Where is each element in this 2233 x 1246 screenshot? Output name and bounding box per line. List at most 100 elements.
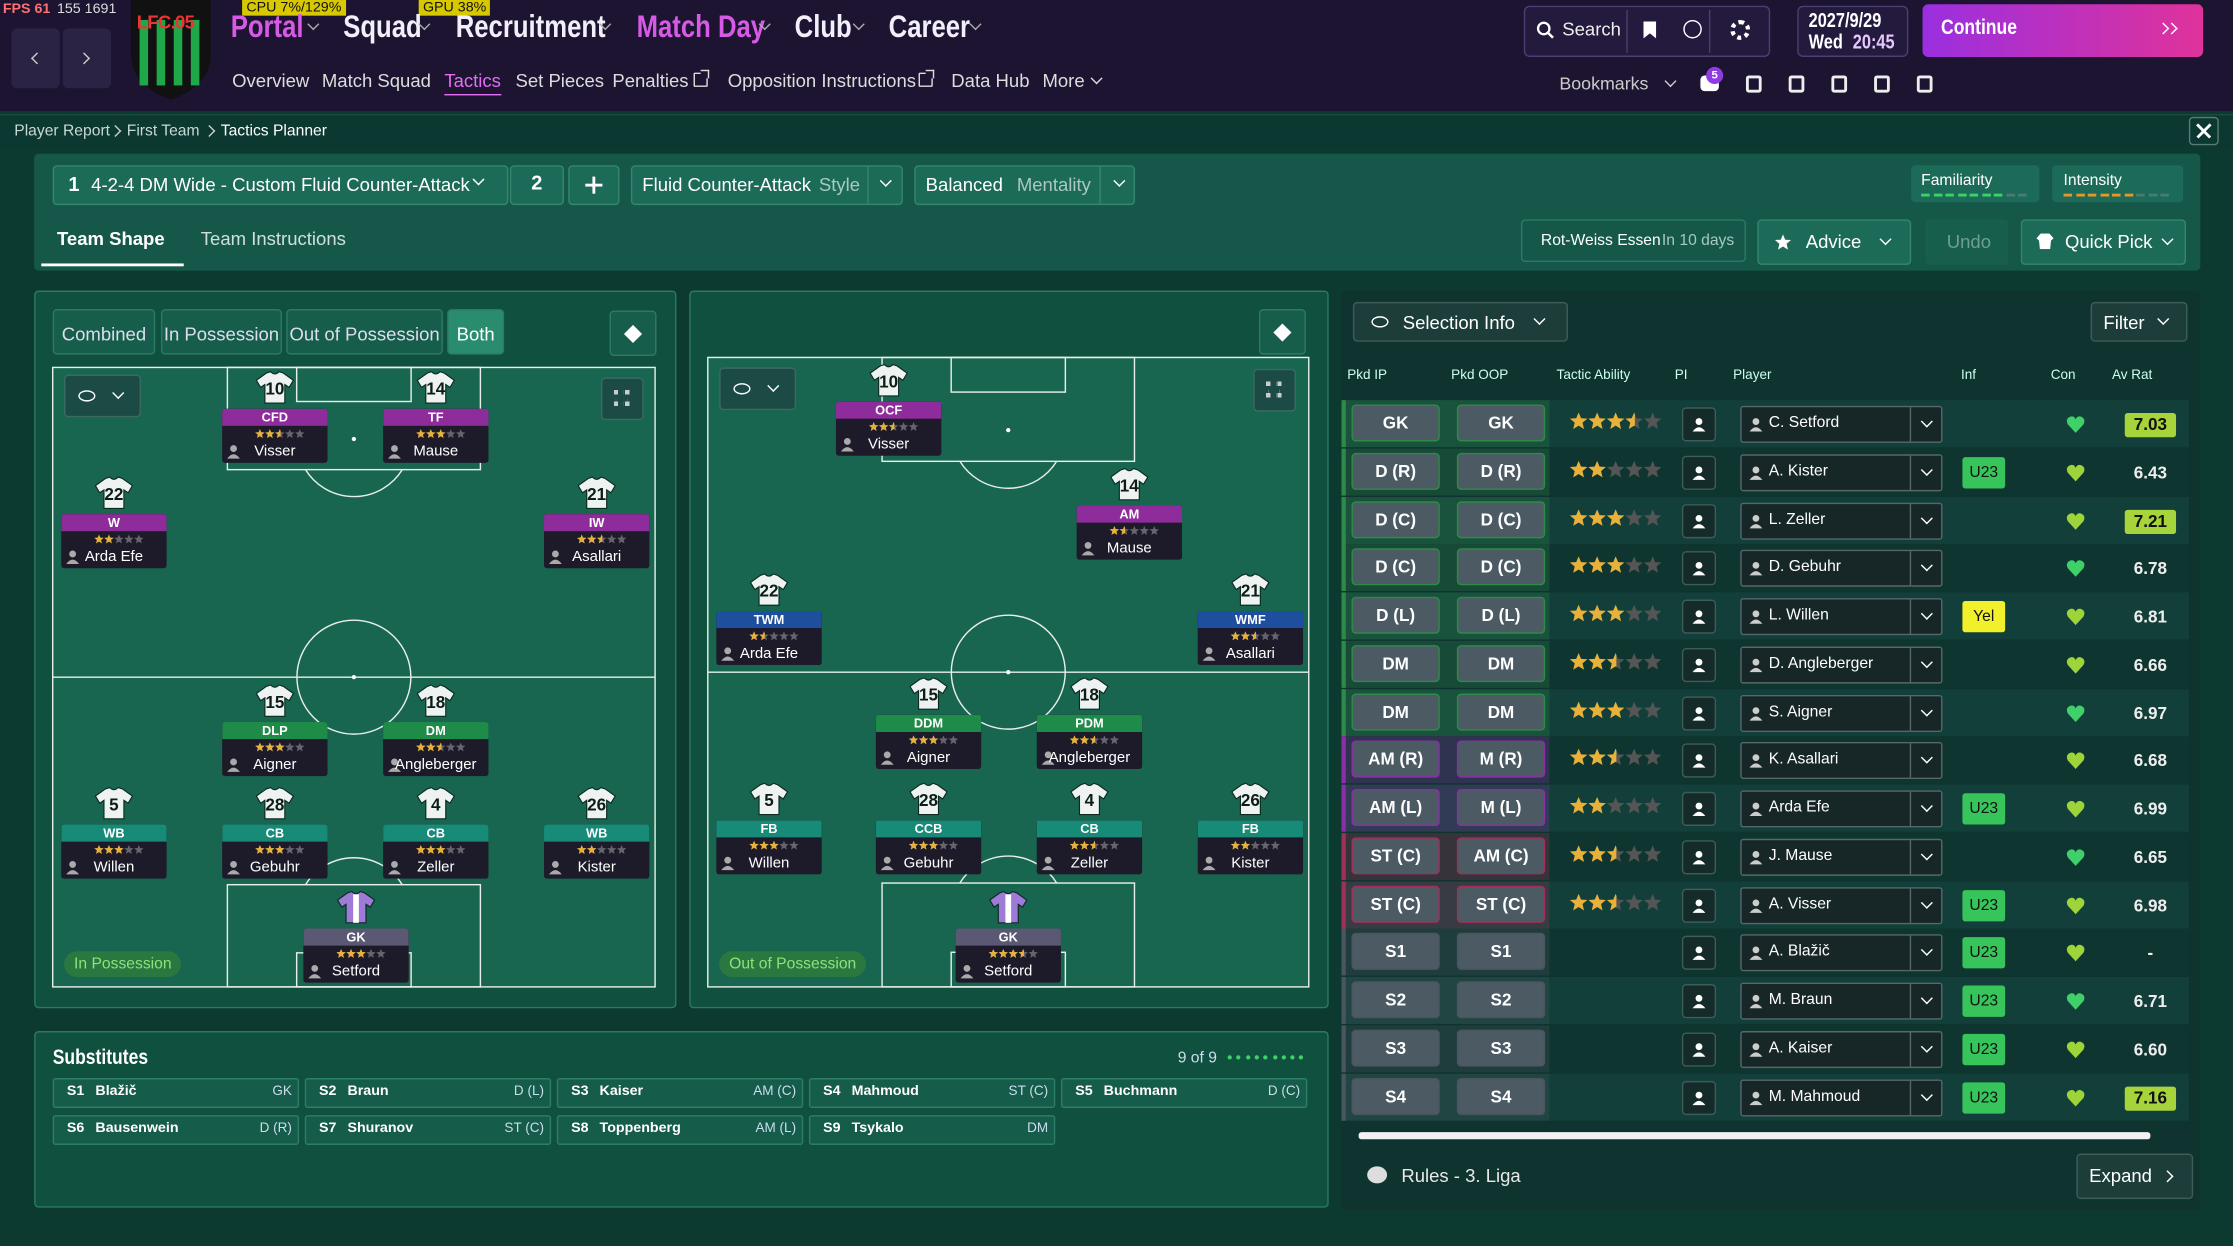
player-name[interactable]: D. Gebuhr [1768,558,1842,576]
player-card[interactable]: CB Zeller [383,824,489,879]
position-box[interactable] [1456,933,1546,971]
player-card[interactable]: FB Willen [716,820,822,875]
player-name[interactable]: A. Kister [1768,462,1828,480]
player-name[interactable]: Arda Efe [1768,798,1830,817]
player-name[interactable]: K. Asallari [1768,750,1839,768]
nav-item[interactable]: Career [888,8,971,45]
player-dropdown[interactable] [1740,982,1943,1020]
tab[interactable]: Team Instructions [200,227,346,250]
tab[interactable]: Team Shape [56,227,165,250]
continue-button[interactable] [1922,4,2204,57]
tactic-slot-2[interactable] [509,165,564,206]
undo-text[interactable]: Undo [1946,230,1992,253]
player-card[interactable]: DM Angleberger [383,722,489,777]
player-card[interactable]: CFD Visser [222,408,328,463]
column-header[interactable]: Player [1733,367,1772,384]
player-name[interactable]: S. Aigner [1768,702,1833,720]
substitute-slot[interactable] [556,1115,804,1145]
player-dropdown[interactable] [1740,405,1943,443]
position-box[interactable] [1456,788,1546,826]
player-name[interactable]: J. Mause [1768,846,1833,865]
style-selector[interactable] [630,165,903,206]
subnav-item[interactable]: Opposition Instructions [727,69,917,92]
position-box[interactable] [1456,1077,1546,1115]
player-card[interactable]: TF Mause [383,408,489,463]
player-card[interactable]: WB Willen [61,824,167,879]
substitute-slot[interactable] [1060,1078,1308,1108]
subnav-item[interactable]: Set Pieces [515,69,605,92]
player-dropdown[interactable] [1740,838,1943,876]
opponent-box[interactable] [1520,219,1746,263]
mentality-selector[interactable] [914,165,1136,206]
toolbar-icon[interactable] [1874,75,1890,93]
subnav-item[interactable]: Overview [232,69,310,92]
player-name[interactable]: L. Zeller [1768,510,1826,528]
settings-icon[interactable] [1730,19,1751,40]
search-text[interactable]: Search [1562,18,1621,40]
position-box[interactable] [1456,740,1546,778]
column-header[interactable]: Tactic Ability [1556,367,1631,384]
visibility-dropdown[interactable] [64,374,141,418]
player-dropdown[interactable] [1740,646,1943,684]
player-card[interactable]: FB Kister [1197,820,1304,875]
player-dropdown[interactable] [1740,501,1943,540]
subnav-item[interactable]: Data Hub [951,69,1030,92]
column-header[interactable]: Av Rat [2111,367,2153,384]
toolbar-icon[interactable] [1788,75,1805,93]
substitute-slot[interactable] [304,1078,552,1108]
player-card[interactable]: WMF Asallari [1197,610,1304,666]
substitute-slot[interactable] [808,1078,1056,1108]
player-card[interactable]: WB Kister [544,824,650,879]
player-name[interactable]: L. Willen [1768,606,1829,624]
player-dropdown[interactable] [1740,550,1943,588]
player-card[interactable]: W Arda Efe [61,514,167,569]
player-name[interactable]: M. Mahmoud [1768,1087,1861,1105]
player-dropdown[interactable] [1740,742,1943,780]
breadcrumb-item[interactable]: Player Report [14,122,111,140]
player-card[interactable]: CB Gebuhr [222,824,328,879]
view-filter-text[interactable]: Combined [61,323,147,345]
position-box[interactable] [1351,1029,1440,1067]
position-box[interactable] [1456,885,1546,923]
position-box[interactable] [1351,500,1440,538]
position-box[interactable] [1351,837,1440,875]
forward-button[interactable] [62,28,112,89]
player-card[interactable]: TWM Arda Efe [716,610,822,666]
player-dropdown[interactable] [1740,1030,1943,1068]
position-box[interactable] [1456,644,1546,682]
position-box[interactable] [1456,548,1546,586]
filter-text[interactable]: Filter [2103,311,2145,334]
horizontal-scrollbar[interactable] [1358,1132,2151,1140]
player-card[interactable]: GK Setford [303,928,409,983]
player-dropdown[interactable] [1740,453,1943,491]
substitute-slot[interactable] [304,1115,552,1145]
player-dropdown[interactable] [1740,886,1943,924]
player-card[interactable]: CB Zeller [1036,820,1143,875]
position-box[interactable] [1351,788,1440,826]
player-card[interactable]: CCB Gebuhr [875,820,982,875]
position-box[interactable] [1351,981,1440,1019]
player-card[interactable]: OCF Visser [835,401,942,456]
toolbar-icon[interactable] [1916,75,1933,93]
player-dropdown[interactable] [1740,790,1943,828]
tactic-selector[interactable] [52,165,509,206]
player-dropdown[interactable] [1740,598,1943,636]
selection-dropdown[interactable] [1352,301,1568,342]
view-filter[interactable]: Both [447,309,505,355]
position-box[interactable] [1351,404,1440,442]
back-button[interactable] [11,28,60,89]
subnav-item[interactable]: More [1042,69,1085,92]
nav-item[interactable]: Recruitment [455,8,606,45]
grid-button[interactable] [1253,368,1296,412]
player-name[interactable]: M. Braun [1768,991,1833,1009]
advice-text[interactable]: Advice [1805,230,1862,253]
player-card[interactable]: DLP Aigner [222,722,328,777]
bookmarks-menu[interactable]: Bookmarks [1559,74,1649,94]
position-box[interactable] [1351,644,1440,682]
player-card[interactable]: PDM Angleberger [1036,714,1143,770]
bookmark-icon[interactable] [1643,21,1657,39]
pi-button[interactable] [1681,551,1717,586]
column-header[interactable]: Pkd IP [1347,367,1388,384]
selection-title[interactable]: Selection Info [1402,311,1515,334]
column-header[interactable]: Inf [1960,367,1977,384]
